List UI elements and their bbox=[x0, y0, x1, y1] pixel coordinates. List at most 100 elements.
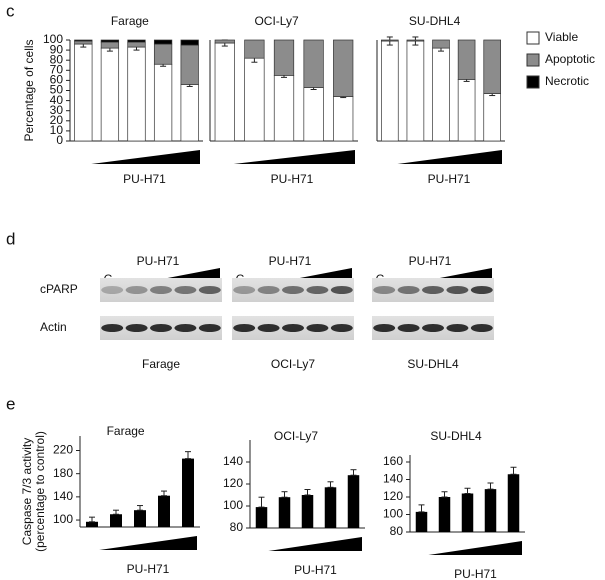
blot-band bbox=[101, 324, 124, 332]
bar-segment bbox=[180, 39, 199, 46]
legend-swatch bbox=[526, 75, 540, 89]
blot-band bbox=[198, 324, 221, 332]
bar bbox=[134, 510, 146, 527]
y-tick-label: 20 bbox=[50, 113, 64, 127]
chart-title: SU-DHL4 bbox=[430, 429, 482, 443]
blot-band bbox=[422, 324, 444, 332]
x-axis-label: PU-H71 bbox=[294, 563, 337, 577]
bar-segment bbox=[244, 39, 265, 59]
blot-band bbox=[330, 286, 353, 294]
bar-segment bbox=[74, 43, 93, 142]
y-tick-label: 80 bbox=[390, 524, 404, 538]
blot-treatment: PU-H71 bbox=[409, 254, 452, 268]
y-tick-label: 140 bbox=[223, 454, 243, 468]
blot-band bbox=[174, 324, 197, 332]
x-axis-label: PU-H71 bbox=[123, 172, 166, 186]
legend-label: Viable bbox=[545, 30, 578, 44]
y-axis-label: Caspase 7/3 activity bbox=[20, 438, 34, 545]
blot-band bbox=[306, 324, 329, 332]
bar bbox=[438, 497, 451, 532]
y-tick-label: 90 bbox=[50, 42, 64, 56]
legend-label: Necrotic bbox=[545, 74, 589, 88]
y-tick-label: 100 bbox=[43, 32, 63, 46]
panel-label: d bbox=[6, 229, 15, 248]
blot-band bbox=[150, 286, 172, 294]
bar-segment bbox=[244, 57, 265, 142]
blot-name: OCI-Ly7 bbox=[271, 357, 316, 371]
bar-segment bbox=[153, 39, 173, 45]
bar-segment bbox=[333, 96, 354, 142]
dose-wedge bbox=[99, 536, 197, 550]
blot-band bbox=[174, 286, 197, 294]
bar-segment bbox=[127, 39, 146, 43]
bar-segment bbox=[100, 39, 120, 43]
blot-band bbox=[198, 286, 221, 294]
blot-treatment: PU-H71 bbox=[137, 254, 180, 268]
blot-band bbox=[257, 324, 280, 332]
y-tick-label: 50 bbox=[50, 83, 64, 97]
legend-swatch bbox=[526, 31, 540, 45]
dose-wedge bbox=[397, 150, 502, 164]
blot-row-label: Actin bbox=[40, 320, 67, 334]
bar-segment bbox=[273, 74, 295, 142]
blot-name: Farage bbox=[142, 357, 180, 371]
blot-band bbox=[282, 324, 304, 332]
blot-name: SU-DHL4 bbox=[407, 357, 459, 371]
blot-band bbox=[446, 324, 469, 332]
blot-band bbox=[125, 286, 148, 294]
bar-segment bbox=[214, 39, 235, 44]
bar bbox=[110, 514, 122, 527]
bar-segment bbox=[127, 41, 146, 48]
blot-band bbox=[101, 286, 124, 294]
y-tick-label: 40 bbox=[50, 93, 64, 107]
y-tick-label: 60 bbox=[50, 73, 64, 87]
y-tick-label: 220 bbox=[53, 443, 73, 457]
bar bbox=[301, 495, 314, 528]
bar bbox=[255, 507, 268, 528]
blot-band bbox=[422, 286, 444, 294]
bar bbox=[86, 521, 98, 527]
bar-segment bbox=[100, 41, 120, 49]
bar-segment bbox=[483, 93, 501, 142]
y-tick-label: 70 bbox=[50, 62, 64, 76]
y-tick-label: 100 bbox=[223, 498, 243, 512]
legend-label: Apoptotic bbox=[545, 52, 595, 66]
bar-segment bbox=[457, 79, 476, 142]
blot-band bbox=[397, 324, 420, 332]
x-axis-label: PU-H71 bbox=[127, 562, 170, 576]
bar-segment bbox=[153, 43, 173, 65]
panel-label: e bbox=[6, 394, 15, 413]
bar-segment bbox=[214, 42, 235, 142]
bar bbox=[182, 458, 194, 527]
bar bbox=[347, 475, 360, 528]
bar-segment bbox=[432, 39, 450, 49]
y-axis-label: Percentage of cells bbox=[22, 39, 36, 141]
blot-band bbox=[282, 286, 304, 294]
blot-band bbox=[470, 324, 493, 332]
bar-segment bbox=[273, 39, 295, 76]
bar bbox=[461, 493, 474, 532]
y-tick-label: 100 bbox=[383, 507, 403, 521]
bar-segment bbox=[457, 39, 476, 80]
chart-title: OCI-Ly7 bbox=[254, 14, 299, 28]
dose-wedge bbox=[233, 150, 355, 164]
bar-segment bbox=[483, 39, 501, 94]
blot-treatment: PU-H71 bbox=[269, 254, 312, 268]
y-tick-label: 30 bbox=[50, 103, 64, 117]
bar-segment bbox=[381, 39, 399, 42]
blot-band bbox=[233, 324, 256, 332]
chart-title: SU-DHL4 bbox=[409, 14, 461, 28]
y-tick-label: 140 bbox=[53, 489, 73, 503]
blot-band bbox=[306, 286, 329, 294]
blot-band bbox=[470, 286, 493, 294]
bar-segment bbox=[180, 84, 199, 142]
bar-segment bbox=[153, 63, 173, 142]
y-tick-label: 140 bbox=[383, 472, 403, 486]
chart-title: OCI-Ly7 bbox=[274, 429, 319, 443]
bar bbox=[415, 511, 428, 532]
chart-title: Farage bbox=[111, 14, 149, 28]
y-tick-label: 180 bbox=[53, 466, 73, 480]
bar-segment bbox=[406, 39, 425, 42]
bar-segment bbox=[127, 46, 146, 142]
blot-band bbox=[150, 324, 172, 332]
